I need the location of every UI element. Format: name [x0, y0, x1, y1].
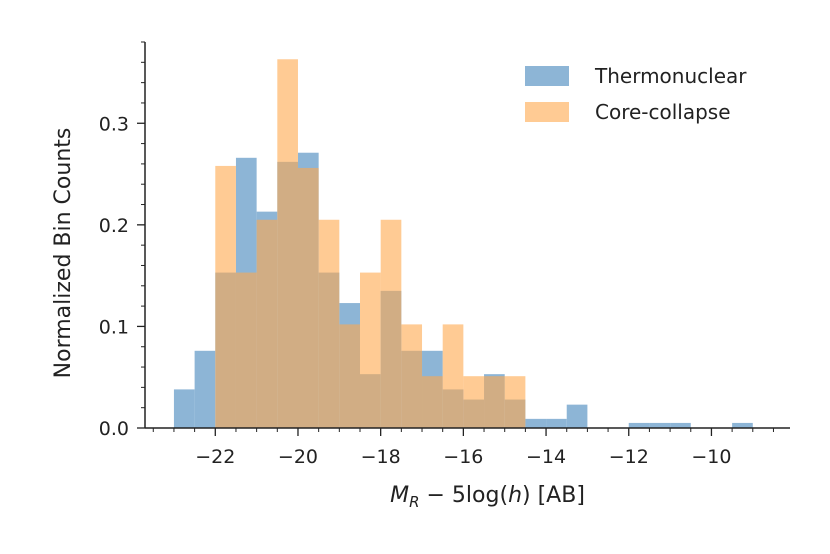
- thermonuclear-bar: [525, 418, 547, 428]
- x-tick-label: −14: [526, 446, 566, 468]
- thermonuclear-bar: [194, 350, 216, 428]
- y-tick-label: 0.1: [99, 316, 129, 338]
- thermonuclear-bar: [649, 422, 671, 428]
- core-collapse-bar: [422, 376, 443, 428]
- legend-swatch-core-collapse: [525, 102, 569, 122]
- y-axis-label: Normalized Bin Counts: [51, 128, 76, 379]
- thermonuclear-bar: [628, 422, 650, 428]
- core-collapse-bars: [215, 59, 526, 429]
- core-collapse-bar: [339, 324, 360, 428]
- core-collapse-bar: [463, 376, 485, 428]
- thermonuclear-bar: [566, 404, 588, 428]
- core-collapse-bar: [215, 165, 236, 428]
- legend-label-core-collapse: Core-collapse: [595, 100, 731, 124]
- core-collapse-bar: [360, 272, 381, 428]
- x-axis-ticks: −22 −20 −18 −16 −14 −12 −10: [152, 428, 774, 468]
- y-tick-label: 0.0: [99, 418, 129, 440]
- x-tick-label: −22: [195, 446, 235, 468]
- core-collapse-bar: [318, 219, 340, 428]
- core-collapse-bar: [484, 376, 505, 428]
- x-tick-label: −20: [278, 446, 318, 468]
- thermonuclear-bar: [173, 389, 195, 428]
- core-collapse-bar: [277, 59, 298, 429]
- x-tick-label: −12: [609, 446, 649, 468]
- core-collapse-bar: [256, 219, 278, 428]
- core-collapse-bar: [401, 324, 423, 428]
- x-tick-label: −16: [443, 446, 483, 468]
- core-collapse-bar: [504, 376, 526, 428]
- core-collapse-bar: [235, 272, 257, 428]
- legend-label-thermonuclear: Thermonuclear: [594, 64, 747, 88]
- x-tick-label: −10: [691, 446, 731, 468]
- thermonuclear-bar: [546, 418, 567, 428]
- legend-swatch-thermonuclear: [525, 66, 569, 86]
- thermonuclear-bar: [732, 422, 753, 428]
- y-tick-label: 0.2: [99, 215, 129, 237]
- thermonuclear-bar: [670, 422, 691, 428]
- y-axis-ticks: 0.0 0.1 0.2 0.3: [99, 41, 145, 440]
- legend: Thermonuclear Core-collapse: [525, 64, 747, 124]
- core-collapse-bar: [297, 167, 319, 428]
- core-collapse-bar: [442, 324, 464, 428]
- core-collapse-bar: [380, 219, 402, 428]
- x-tick-label: −18: [361, 446, 401, 468]
- y-tick-label: 0.3: [99, 113, 129, 135]
- x-axis-label: MR − 5log(h) [AB]: [390, 483, 585, 511]
